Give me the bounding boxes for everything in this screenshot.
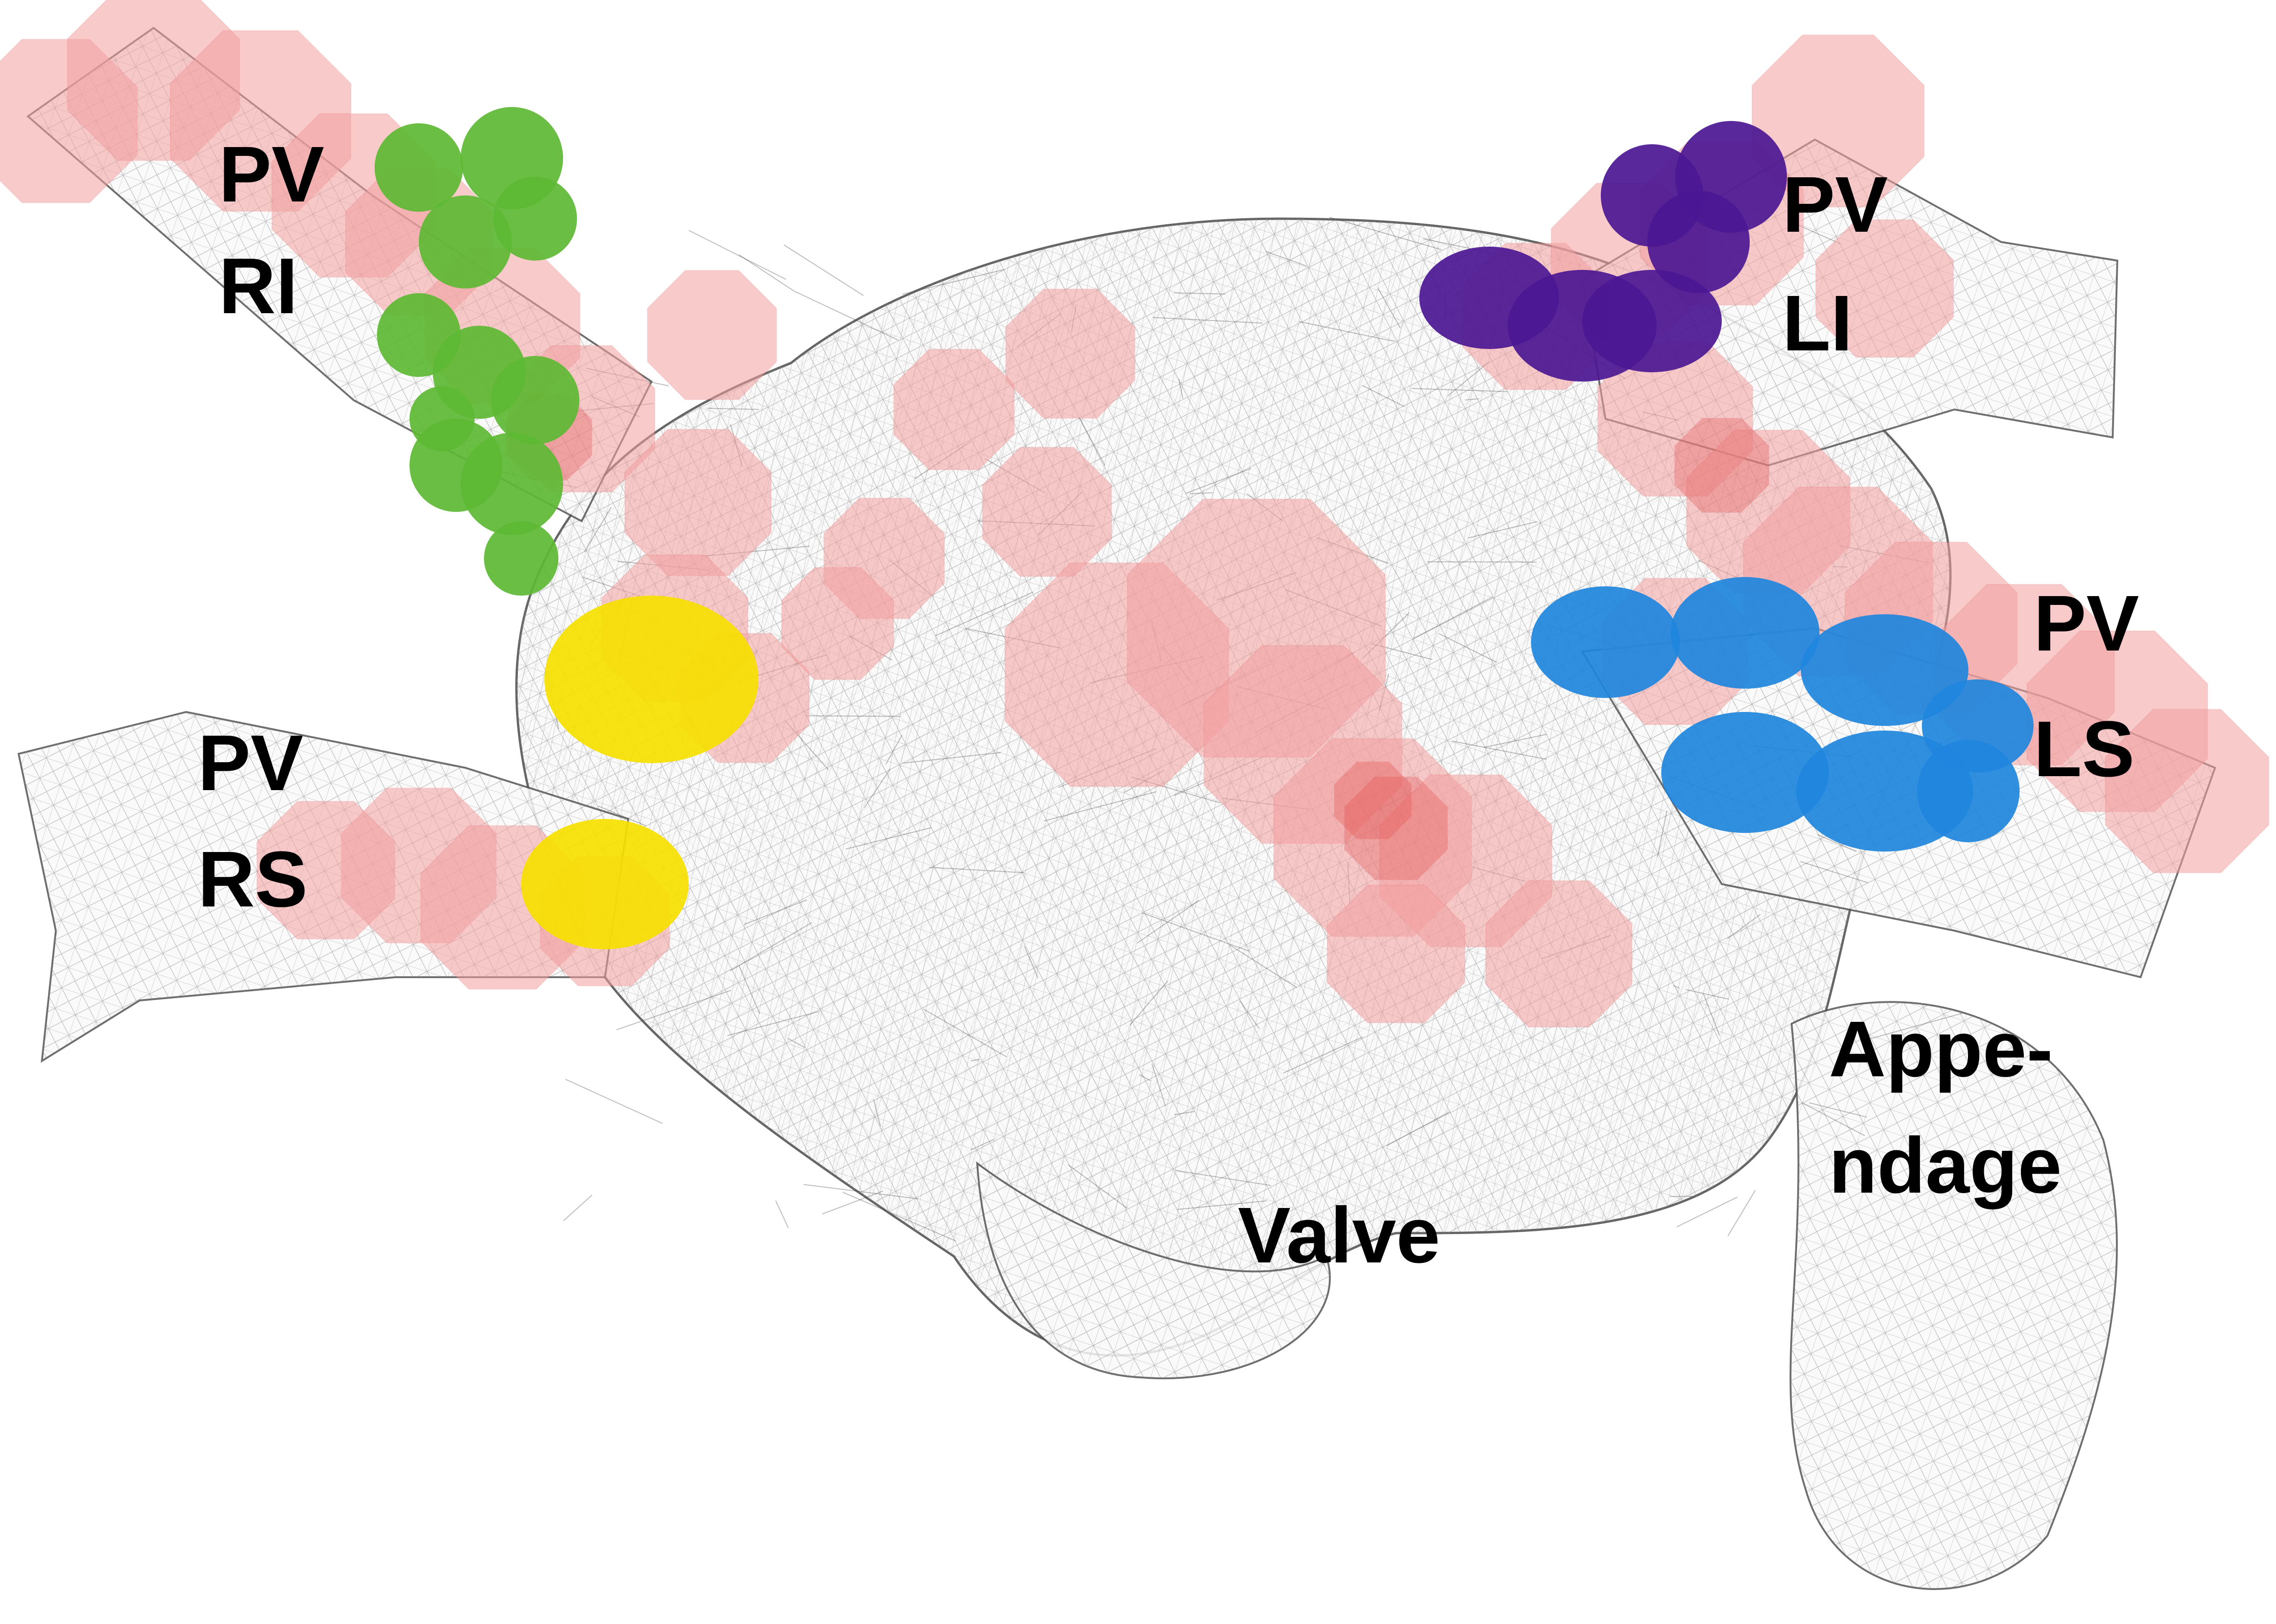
pv-rs-marker [521,819,689,949]
pv-ri-marker [493,177,577,261]
activation-patch-dense [1674,418,1769,512]
mesh-edge [776,1201,788,1228]
pv-li-marker [1582,270,1722,372]
mesh-edge [1728,1190,1755,1236]
label-valve: Valve [1238,1196,1440,1275]
label-pv-rs-line1: PV [198,724,303,803]
label-pv-ri-line2: RI [219,247,298,326]
pv-rs-marker [544,596,759,763]
pv-ri-marker [484,521,558,596]
label-pv-rs-line2: RS [198,840,308,919]
activation-patch [647,270,776,399]
mesh-edge [565,1079,663,1123]
activation-patch [894,349,1014,470]
mesh-edge [784,245,864,295]
label-appendage-line2: ndage [1829,1126,2062,1205]
pv-ri-marker [461,433,563,535]
activation-patch [1006,289,1135,418]
activation-patch [982,447,1111,576]
mesh-edge [1677,1197,1737,1227]
pv-ri-marker [410,386,475,451]
mesh-edge [564,1195,592,1221]
label-pv-li-line1: PV [1782,165,1888,244]
activation-patch-dense [1334,762,1411,839]
label-pv-ls-line1: PV [2034,584,2139,663]
pv-ls-marker [1917,740,2020,842]
activation-patch [782,568,893,679]
pv-ri-marker [491,356,579,444]
pv-ls-marker [1671,577,1819,689]
label-pv-ls-line2: LS [2034,710,2135,789]
label-appendage-line1: Appe- [1829,1010,2053,1089]
activation-patch [1327,885,1465,1023]
label-pv-li-line2: LI [1782,284,1853,363]
activation-patch [1486,881,1632,1027]
activation-patch [625,429,771,576]
label-pv-ri-line1: PV [219,135,324,214]
pv-ls-marker [1531,586,1680,698]
